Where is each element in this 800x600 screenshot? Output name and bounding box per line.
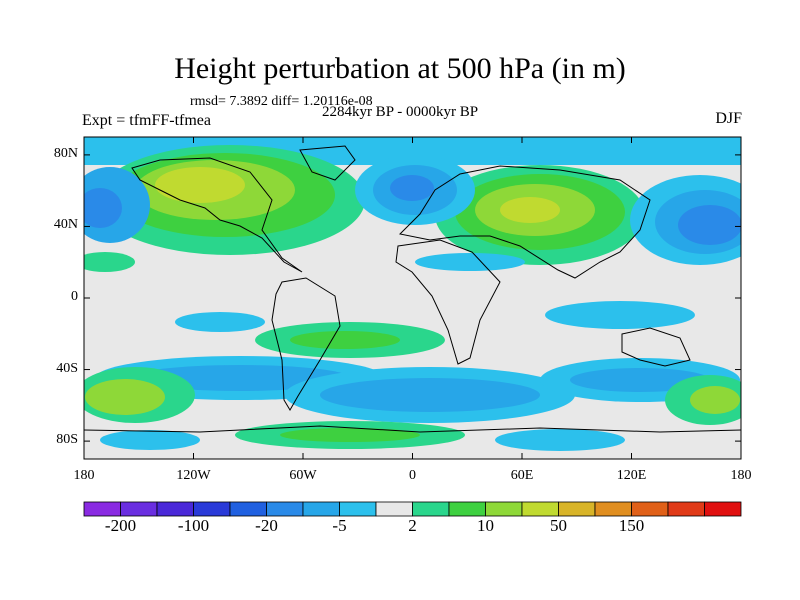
period-label: 2284kyr BP - 0000kyr BP: [321, 104, 479, 120]
colorbar-swatch: [521, 501, 559, 517]
lon-tick-label: 180: [73, 468, 95, 483]
colorbar-swatch: [375, 501, 413, 517]
colorbar-swatch: [704, 501, 742, 517]
experiment-label: Expt = tfmFF-tfmea: [82, 112, 212, 129]
colorbar-swatch: [302, 501, 340, 517]
lon-tick-label: 120E: [616, 468, 647, 483]
colorbar-swatch: [339, 501, 377, 517]
lat-tick-label: 80S: [56, 432, 78, 448]
colorbar-label: -5: [332, 516, 347, 535]
lat-tick-label: 0: [71, 289, 78, 304]
colorbar-label: 10: [477, 516, 494, 535]
colorbar: [83, 501, 742, 517]
colorbar-swatch: [631, 501, 669, 517]
contour-field: [84, 137, 741, 459]
lat-tick-label: 80N: [53, 145, 78, 161]
colorbar-swatch: [412, 501, 450, 517]
lon-tick-label: 60W: [289, 468, 317, 483]
season-label: DJF: [715, 110, 742, 127]
colorbar-swatch: [156, 501, 194, 517]
rmsd-diff-stats: rmsd= 7.3892 diff= 1.20116e-08: [190, 94, 373, 109]
colorbar-label: 50: [550, 516, 567, 535]
colorbar-swatch: [667, 501, 705, 517]
lon-tick-label: 180: [730, 468, 752, 483]
coastlines: [84, 145, 741, 433]
colorbar-swatch: [266, 501, 304, 517]
colorbar-swatch: [448, 501, 486, 517]
lon-tick-label: 60E: [510, 468, 534, 483]
colorbar-label: 150: [618, 516, 645, 535]
colorbar-swatch: [485, 501, 523, 517]
map-title: Height perturbation at 500 hPa (in m): [174, 52, 626, 85]
colorbar-swatch: [558, 501, 596, 517]
colorbar-swatch: [594, 501, 632, 517]
axis-ticks: [83, 137, 742, 459]
colorbar-label: 2: [408, 516, 417, 535]
colorbar-label: -200: [104, 516, 137, 535]
lon-tick-label: 0: [409, 468, 416, 483]
lat-tick-label: 40N: [53, 217, 78, 233]
colorbar-label: -100: [177, 516, 210, 535]
colorbar-swatch: [83, 501, 121, 517]
colorbar-swatch: [229, 501, 267, 517]
colorbar-swatch: [193, 501, 231, 517]
lat-tick-label: 40S: [56, 360, 78, 376]
lon-tick-label: 120W: [176, 468, 211, 483]
colorbar-swatch: [120, 501, 158, 517]
colorbar-label: -20: [255, 516, 278, 535]
